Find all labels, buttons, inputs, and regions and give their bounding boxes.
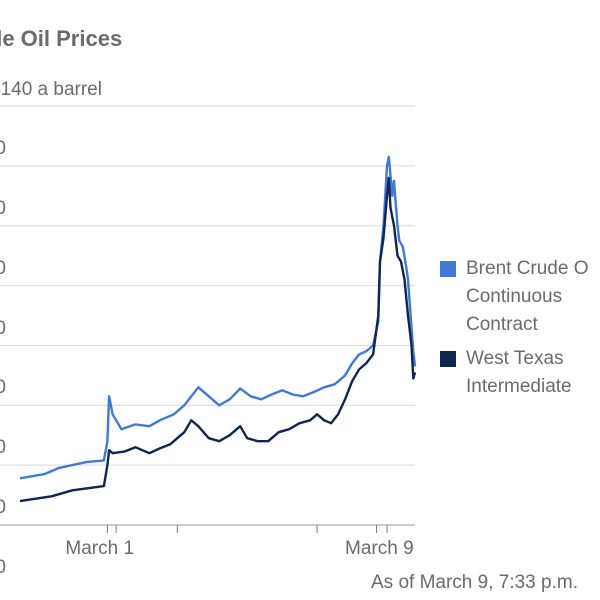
x-tick-label-0: March 1 [65,538,135,559]
x-tick-marks [0,524,415,533]
chart-title: Crude Oil Prices [0,26,123,51]
series-line-wti [19,176,417,503]
y-tick-label-100: 0 [0,377,6,399]
legend-label-brent: Brent Crude O Continuous Contract [466,258,589,335]
gridlines [0,105,415,526]
legend-swatch-wti [440,351,456,367]
y-tick-label-110: 0 [0,317,6,339]
y-tick-label-140: 0 [0,138,6,159]
y-tick-label-80: 0 [0,497,6,519]
legend-swatch-brent [440,261,456,277]
y-tick-label-70: 0 [0,557,6,578]
series-line-brent [19,155,417,480]
y-tick-label-130: 0 [0,197,6,219]
series-lines [19,155,417,503]
y-tick-label-120: 0 [0,257,6,279]
y-tick-label-90: 0 [0,437,6,459]
x-tick-label-1: March 9 [345,538,414,559]
timestamp-note: As of March 9, 7:33 p.m. [371,572,578,593]
y-unit-label: $140 a barrel [0,79,102,100]
legend-label-wti: West Texas Intermediate [466,348,572,397]
